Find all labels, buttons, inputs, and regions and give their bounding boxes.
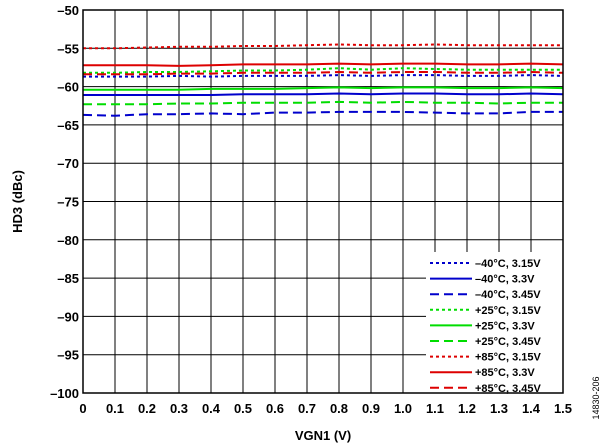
y-tick-label: –50 (57, 3, 79, 18)
series-line (82, 110, 563, 117)
x-tick-label: 0.7 (298, 401, 316, 416)
x-tick-label: 1.1 (426, 401, 444, 416)
y-tick-label: –100 (50, 386, 79, 401)
x-tick-label: 0.3 (170, 401, 188, 416)
y-tick-label: –55 (57, 41, 79, 56)
x-tick-label: 0 (79, 401, 86, 416)
y-tick-label: –80 (57, 233, 79, 248)
x-tick-label: 0.5 (234, 401, 252, 416)
legend-label: –40°C, 3.45V (475, 289, 541, 301)
series-lines (82, 43, 564, 117)
x-tick-label: 1.0 (394, 401, 412, 416)
y-tick-labels: –50 –55 –60 –65 –70 –75 –80 –85 –90 –95 –100 (50, 3, 79, 401)
y-tick-label: –65 (57, 118, 79, 133)
y-tick-label: –90 (57, 309, 79, 324)
x-tick-label: 0.4 (202, 401, 221, 416)
series-line (83, 62, 564, 67)
legend-label: +25°C, 3.15V (475, 305, 542, 317)
y-tick-label: –75 (57, 195, 79, 210)
x-tick-label: 0.1 (106, 401, 124, 416)
legend-label: +25°C, 3.45V (475, 336, 542, 348)
x-tick-label: 0.9 (362, 401, 380, 416)
x-tick-label: 0.6 (266, 401, 284, 416)
legend-label: +85°C, 3.45V (475, 383, 542, 395)
y-tick-label: –95 (57, 348, 79, 363)
x-tick-label: 1.3 (490, 401, 508, 416)
y-tick-label: –60 (57, 80, 79, 95)
series-line (83, 100, 563, 106)
x-tick-label: 1.5 (554, 401, 572, 416)
legend-label: –40°C, 3.15V (475, 258, 541, 270)
x-tick-label: 1.4 (522, 401, 541, 416)
y-tick-label: –70 (57, 156, 79, 171)
legend-label: –40°C, 3.3V (475, 274, 535, 286)
series-line (83, 43, 563, 50)
y-tick-label: –85 (57, 271, 79, 286)
x-tick-label: 0.8 (330, 401, 348, 416)
series-line (83, 67, 563, 74)
legend: –40°C, 3.15V –40°C, 3.3V –40°C, 3.45V +25°C… (426, 252, 563, 401)
y-axis-label: HD3 (dBc) (10, 170, 25, 233)
series-line (83, 92, 564, 96)
figure-id: 14830-206 (591, 376, 601, 419)
legend-label: +85°C, 3.15V (475, 352, 542, 364)
x-tick-labels: 0 0.1 0.2 0.3 0.4 0.5 0.6 0.7 0.8 0.9 1.0 1.1 1.2 1.3… (79, 401, 572, 416)
legend-label: +25°C, 3.3V (475, 320, 535, 332)
x-tick-label: 0.2 (138, 401, 156, 416)
plot-frame (82, 9, 564, 394)
series-line (83, 74, 564, 78)
x-axis-label: VGN1 (V) (295, 428, 351, 443)
x-tick-label: 1.2 (458, 401, 476, 416)
legend-label: +85°C, 3.3V (475, 367, 535, 379)
series-line (83, 86, 564, 91)
series-line (83, 70, 564, 76)
